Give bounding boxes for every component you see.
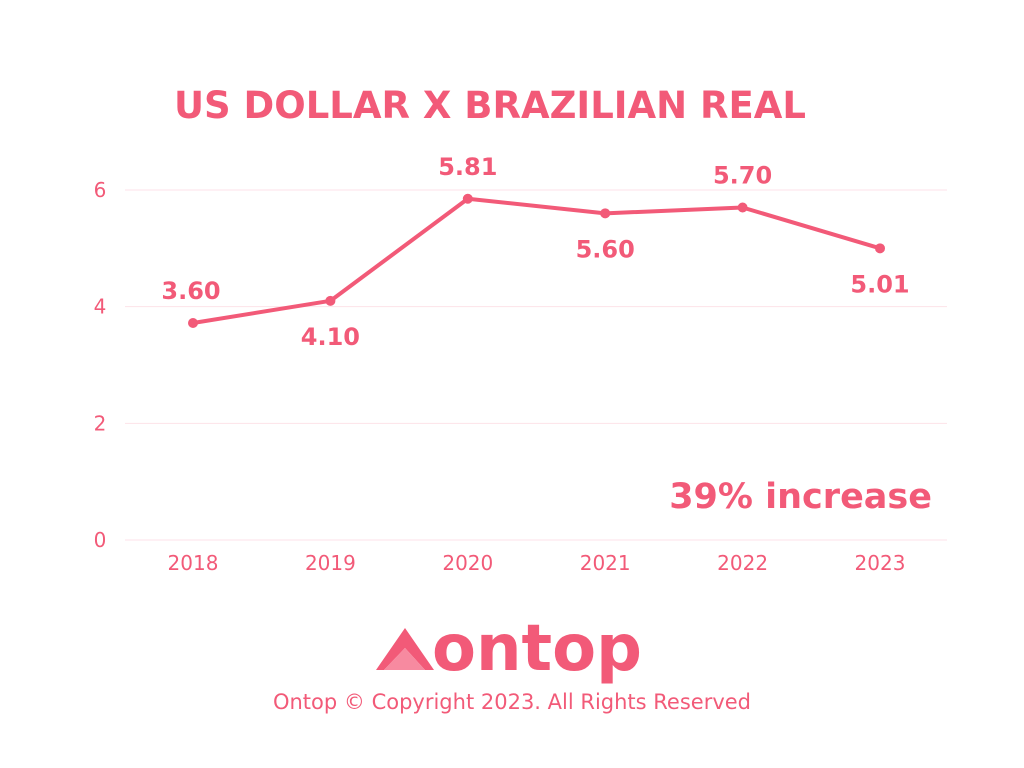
y-tick-label: 4: [94, 295, 107, 319]
x-tick-label: 2018: [168, 551, 219, 575]
data-point: [737, 202, 748, 213]
data-point: [462, 193, 473, 204]
data-point: [875, 243, 885, 254]
data-label: 5.60: [576, 235, 635, 263]
brand-logo: ontop: [376, 612, 642, 686]
x-tick-label: 2023: [855, 551, 906, 575]
series-line: [191, 196, 882, 325]
data-label: 5.81: [438, 153, 497, 181]
footer-copyright: Ontop © Copyright 2023. All Rights Reser…: [272, 690, 752, 714]
increase-annotation: 39% increase: [669, 477, 932, 517]
x-tick-label: 2020: [442, 551, 493, 575]
data-point: [600, 208, 611, 219]
chart-title: US DOLLAR X BRAZILIAN REAL: [174, 84, 806, 127]
y-tick-label: 2: [94, 411, 107, 435]
x-tick-label: 2022: [717, 551, 768, 575]
ontop-arrow-logo-icon: [376, 628, 434, 670]
brand-wordmark: ontop: [432, 612, 642, 686]
data-point: [188, 318, 198, 328]
data-point: [325, 295, 336, 306]
data-label: 5.70: [713, 162, 772, 190]
x-tick-label: 2021: [580, 551, 631, 575]
y-axis-ticks: 0 2 4 6: [94, 178, 107, 552]
x-tick-label: 2019: [305, 551, 356, 575]
y-tick-label: 6: [94, 178, 107, 202]
series-usd-brl: 3.60 4.10 5.81 5.60 5.70 5.01: [161, 153, 909, 351]
data-label: 3.60: [161, 277, 220, 305]
data-label: 4.10: [301, 323, 360, 351]
y-tick-label: 0: [94, 528, 107, 552]
x-axis-ticks: 2018 2019 2020 2021 2022 2023: [168, 551, 906, 575]
grid-lines: [125, 189, 947, 541]
data-label: 5.01: [850, 270, 909, 298]
